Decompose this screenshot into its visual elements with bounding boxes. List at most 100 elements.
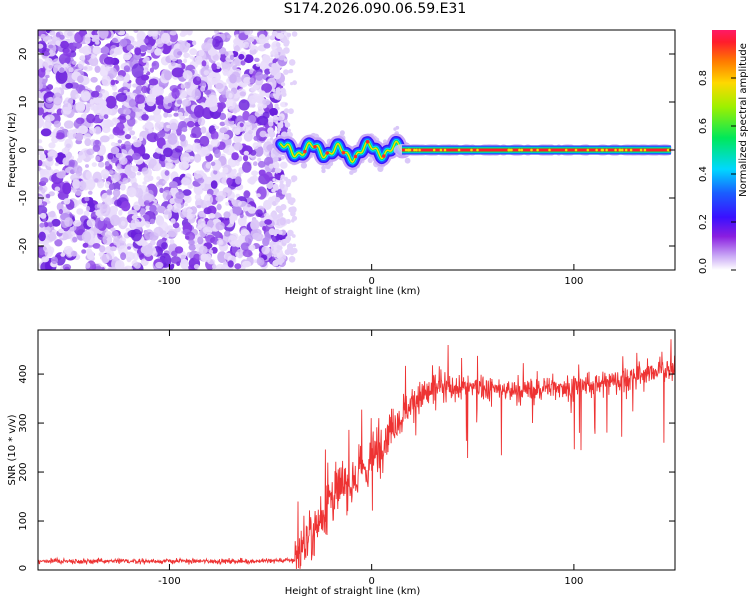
noise-speck: [177, 51, 183, 56]
noise-speck: [100, 90, 110, 99]
noise-speck: [141, 167, 149, 175]
noise-speck: [250, 86, 257, 92]
noise-speck: [80, 155, 87, 159]
noise-speck: [245, 121, 251, 126]
noise-speck: [124, 251, 135, 261]
signal-highlight: [508, 148, 512, 152]
noise-speck: [276, 266, 282, 270]
signal-highlight: [605, 148, 608, 152]
noise-speck: [130, 93, 134, 98]
noise-speck: [169, 122, 178, 131]
noise-speck: [59, 34, 65, 40]
noise-speck: [268, 196, 274, 204]
noise-speck: [88, 56, 99, 67]
noise-speck: [226, 177, 233, 186]
noise-speck: [43, 221, 49, 228]
noise-speck: [67, 31, 73, 37]
noise-speck: [86, 218, 96, 228]
noise-speck: [257, 160, 266, 168]
signal-highlight: [595, 148, 598, 152]
noise-speck: [81, 249, 87, 254]
noise-speck: [238, 42, 246, 49]
noise-speck: [55, 132, 65, 140]
noise-speck: [88, 190, 93, 195]
noise-speck: [97, 182, 102, 187]
noise-speck: [149, 30, 159, 37]
noise-speck: [68, 159, 76, 167]
noise-speck: [240, 60, 246, 66]
noise-speck: [91, 162, 97, 168]
noise-speck: [163, 112, 169, 118]
noise-speck: [102, 234, 113, 245]
noise-speck: [124, 134, 132, 140]
noise-speck: [38, 145, 43, 151]
noise-speck: [100, 203, 111, 217]
x-tick-label: 100: [564, 276, 583, 287]
noise-speck: [86, 148, 95, 156]
noise-speck: [110, 157, 118, 164]
noise-speck: [256, 115, 269, 126]
noise-speck: [134, 47, 142, 56]
noise-speck: [203, 70, 209, 76]
noise-speck: [94, 65, 101, 73]
noise-speck: [194, 193, 202, 201]
noise-speck: [284, 102, 288, 106]
noise-speck: [126, 44, 132, 51]
y-tick-label: 200: [18, 462, 29, 481]
noise-speck: [208, 213, 216, 219]
noise-speck: [229, 76, 235, 80]
noise-speck: [283, 108, 290, 114]
signal-highlight: [629, 148, 633, 152]
noise-speck: [263, 43, 271, 49]
noise-speck: [270, 211, 276, 217]
noise-speck: [256, 186, 267, 200]
y-axis-label: SNR (10 * v/v): [7, 414, 18, 485]
noise-speck: [48, 191, 55, 197]
transition-speck: [404, 157, 411, 164]
noise-speck: [205, 234, 216, 244]
noise-speck: [163, 147, 173, 158]
noise-speck: [152, 112, 162, 123]
signal-highlight: [564, 148, 568, 152]
noise-speck: [225, 98, 236, 110]
y-tick-label: -20: [18, 238, 29, 254]
noise-speck: [226, 34, 232, 39]
x-tick-label: -100: [158, 576, 181, 587]
noise-speck: [160, 32, 171, 44]
noise-speck: [54, 162, 60, 167]
noise-speck: [82, 242, 89, 248]
noise-speck: [145, 221, 151, 228]
noise-speck: [130, 229, 142, 242]
noise-speck: [233, 134, 243, 144]
signal-highlight: [457, 148, 461, 152]
noise-speck: [64, 217, 73, 227]
noise-speck: [222, 167, 229, 174]
noise-speck: [54, 239, 63, 247]
hot-spot: [382, 154, 386, 158]
noise-speck: [122, 177, 128, 184]
noise-speck: [215, 79, 225, 92]
noise-speck: [46, 84, 54, 91]
noise-speck: [131, 63, 144, 79]
noise-speck: [91, 37, 97, 42]
noise-speck: [173, 112, 179, 117]
transition-speck: [339, 130, 345, 136]
noise-speck: [85, 205, 91, 212]
noise-speck: [38, 166, 41, 171]
noise-speck: [48, 142, 56, 149]
noise-speck: [217, 251, 227, 263]
noise-speck: [221, 61, 231, 72]
noise-speck: [152, 85, 162, 97]
noise-speck: [243, 131, 253, 142]
noise-speck: [38, 247, 45, 256]
noise-speck: [232, 65, 238, 71]
noise-speck: [232, 215, 238, 221]
noise-speck: [191, 88, 201, 100]
noise-speck: [135, 85, 143, 92]
noise-speck: [247, 114, 257, 124]
noise-speck: [258, 169, 266, 176]
noise-speck: [85, 164, 89, 168]
noise-speck: [85, 37, 91, 42]
noise-speck: [109, 48, 118, 57]
